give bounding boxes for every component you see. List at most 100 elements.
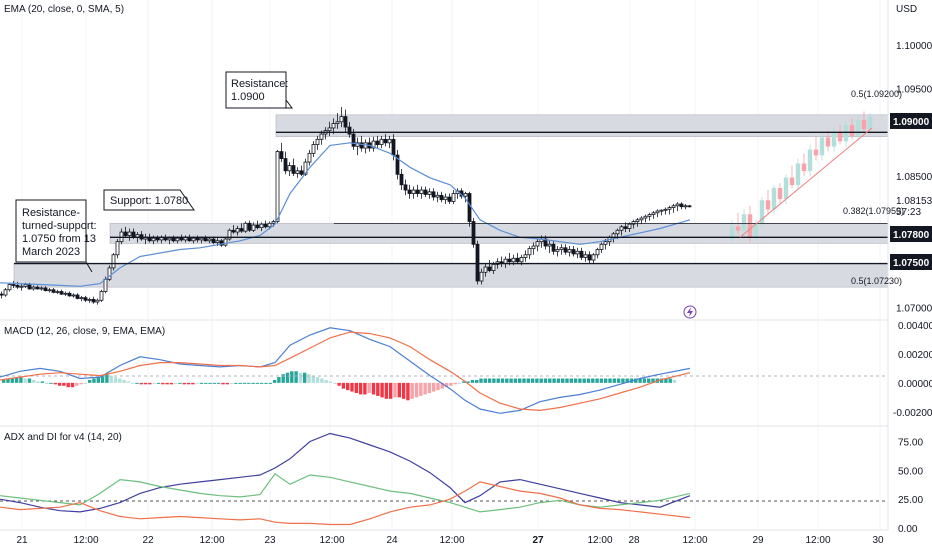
zone-rect <box>275 114 889 137</box>
candle-up <box>303 161 308 175</box>
candle-up <box>419 189 424 194</box>
macd-hist-bar <box>543 378 548 383</box>
time-tick-label: 27 <box>532 535 544 546</box>
macd-hist-bar <box>6 378 10 383</box>
macd-hist-bar <box>436 382 440 391</box>
fib-label-mid: 0.382(1.07959) <box>843 206 904 216</box>
macd-hist-bar <box>363 382 367 395</box>
candle-down <box>423 189 428 195</box>
time-tick-label: 28 <box>628 535 640 546</box>
macd-hist-bar <box>251 382 255 384</box>
candle-up <box>311 144 316 154</box>
macd-hist-bar <box>135 382 139 384</box>
candle-down <box>123 231 128 236</box>
projection-body <box>819 137 825 156</box>
candle-up <box>603 241 608 245</box>
di-plus-line <box>0 472 691 513</box>
projection-body <box>765 200 771 210</box>
macd-hist-bar <box>234 382 238 384</box>
macd-hist-bar <box>96 377 100 383</box>
candle-up <box>663 208 668 211</box>
projection-body <box>855 119 861 137</box>
price-pane-title[interactable]: EMA (20, close, 0, SMA, 5) <box>4 4 124 15</box>
macd-hist-bar <box>212 382 217 384</box>
candle-down <box>515 257 520 263</box>
resist-support-callout[interactable]: Resistance- turned-support: 1.0750 from … <box>15 199 97 273</box>
macd-hist-bar <box>440 382 444 389</box>
macd-hist-bar <box>449 382 453 386</box>
macd-hist-bar <box>320 378 324 383</box>
lightning-icon[interactable] <box>683 305 697 319</box>
macd-hist-bar <box>595 378 599 383</box>
macd-hist-bar <box>191 382 195 385</box>
macd-pane-title[interactable]: MACD (12, 26, close, 9, EMA, EMA) <box>4 326 165 337</box>
candle-down <box>623 226 628 229</box>
projection-body <box>729 226 735 240</box>
candle-up <box>479 271 484 282</box>
macd-hist-bar <box>307 374 311 383</box>
support-callout[interactable]: Support: 1.0780 <box>103 189 195 211</box>
candle-up <box>95 299 100 303</box>
time-tick-label: 12:00 <box>805 535 830 546</box>
resistance-callout[interactable]: Resistance: 1.0900 <box>225 71 293 109</box>
macd-hist-bar <box>53 382 57 385</box>
macd-hist-bar <box>475 379 479 383</box>
macd-hist-bar <box>367 382 371 394</box>
macd-hist-bar <box>268 382 272 384</box>
candle-up <box>651 212 656 215</box>
candle-up <box>647 214 652 217</box>
macd-hist-bar <box>66 382 70 388</box>
macd-hist-bar <box>513 378 518 383</box>
candle-down <box>75 294 80 299</box>
macd-hist-bar <box>659 378 664 383</box>
candle-up <box>655 210 660 214</box>
candle-up <box>235 228 240 233</box>
macd-hist-bar <box>208 382 212 384</box>
macd-hist-bar <box>204 382 208 384</box>
candle-up <box>675 203 680 207</box>
macd-hist-bar <box>509 378 513 383</box>
candle-up <box>55 291 60 293</box>
macd-hist-bar <box>45 382 49 384</box>
adx-pane-title[interactable]: ADX and DI for v4 (14, 20) <box>4 432 122 443</box>
macd-hist-bar <box>634 378 638 383</box>
macd-hist-bar <box>88 379 92 383</box>
projection-body <box>861 119 867 130</box>
candle-up <box>87 298 92 301</box>
macd-hist-bar <box>526 378 530 383</box>
macd-hist-bar <box>380 382 384 398</box>
candle-up <box>243 222 248 232</box>
macd-hist-bar <box>346 382 350 391</box>
macd-hist-bar <box>221 382 225 385</box>
macd-hist-bar <box>178 382 182 384</box>
projection-candles[interactable] <box>729 111 873 245</box>
candle-down <box>587 254 592 261</box>
macd-hist-bar <box>83 382 88 384</box>
candle-up <box>259 223 264 229</box>
candle-up <box>215 240 220 243</box>
adx-line <box>0 432 691 513</box>
candle-up <box>251 224 256 231</box>
projection-body <box>849 125 855 137</box>
macd-hist-bar <box>169 382 174 385</box>
macd-hist-bar <box>14 377 19 383</box>
macd-hist-bar <box>285 372 290 383</box>
projection-body <box>789 177 795 186</box>
candle-up <box>683 205 688 208</box>
projection-body <box>747 214 753 238</box>
macd-hist-bar <box>487 378 492 383</box>
candle-down <box>195 237 200 241</box>
macd-hist-bar <box>561 378 565 383</box>
candle-up <box>275 151 280 222</box>
price-candles[interactable] <box>0 106 692 305</box>
candle-down <box>283 158 288 172</box>
macd-hist-bar <box>358 382 363 395</box>
candle-up <box>207 238 212 242</box>
candle-down <box>391 138 396 156</box>
macd-hist-bar <box>612 378 616 383</box>
macd-hist-bar <box>599 378 604 383</box>
macd-hist-bar <box>186 382 191 385</box>
macd-hist-bar <box>470 379 475 383</box>
candle-up <box>7 284 12 291</box>
